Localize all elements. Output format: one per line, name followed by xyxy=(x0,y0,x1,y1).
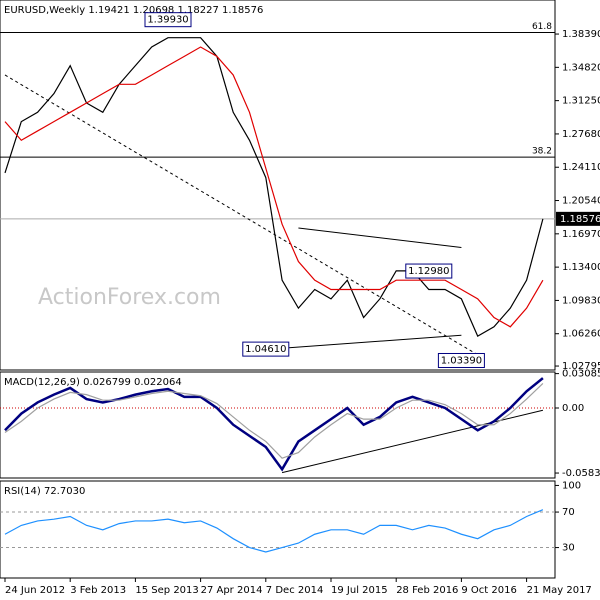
price-panel xyxy=(0,0,556,371)
rsi-panel xyxy=(0,480,556,579)
y-tick-label: 1.06260 xyxy=(562,329,600,340)
y-tick-label: 1.20540 xyxy=(562,196,600,207)
y-tick-label: 70 xyxy=(562,507,575,518)
level-label: 61.8 xyxy=(532,22,552,32)
trendline xyxy=(281,409,544,474)
y-tick-label: 0.00 xyxy=(562,403,584,414)
trendline xyxy=(298,227,462,249)
callout-label: 1.03390 xyxy=(441,355,482,366)
y-tick-label: 1.09830 xyxy=(562,295,600,306)
x-tick-label: 3 Feb 2013 xyxy=(70,585,126,596)
y-tick-label: 1.34820 xyxy=(562,62,600,73)
y-tick-label: 1.24110 xyxy=(562,162,600,173)
series-line xyxy=(4,37,544,337)
x-tick-label: 27 Apr 2014 xyxy=(201,585,263,596)
y-tick-label: 1.13400 xyxy=(562,262,600,273)
y-tick-label: 1.16970 xyxy=(562,229,600,240)
callout-box xyxy=(405,263,453,279)
x-tick-label: 19 Jul 2015 xyxy=(331,585,388,596)
callout-box xyxy=(242,341,290,357)
panel-title: MACD(12,26,9) 0.026799 0.022064 xyxy=(4,377,182,388)
trendline xyxy=(4,74,478,356)
x-tick-label: 15 Sep 2013 xyxy=(135,585,198,596)
y-tick-label: 1.31250 xyxy=(562,96,600,107)
series-line xyxy=(4,46,544,328)
y-tick-label: 0.030854 xyxy=(562,369,600,380)
y-tick-label: -0.058348 xyxy=(562,468,600,479)
x-tick-label: 24 Jun 2012 xyxy=(5,585,65,596)
x-tick-label: 7 Dec 2014 xyxy=(266,585,324,596)
y-tick-label: 1.27680 xyxy=(562,129,600,140)
y-tick-label: 1.38390 xyxy=(562,29,600,40)
callout-label: 1.04610 xyxy=(245,344,286,355)
x-tick-label: 28 Feb 2016 xyxy=(396,585,458,596)
series-line xyxy=(4,382,544,459)
y-tick-label: 30 xyxy=(562,543,575,554)
level-label: 38.2 xyxy=(532,147,552,157)
series-line xyxy=(4,377,544,472)
panel-title: EURUSD,Weekly 1.19421 1.20698 1.18227 1.… xyxy=(4,5,263,16)
last-price-box xyxy=(556,211,600,226)
callout-label: 1.12980 xyxy=(408,266,449,277)
last-price-label: 1.18576 xyxy=(560,214,600,225)
series-line xyxy=(4,509,544,553)
panel-title: RSI(14) 72.7030 xyxy=(4,486,85,497)
callout-label: 1.39930 xyxy=(147,15,188,26)
y-tick-label: 1.02795 xyxy=(562,361,600,372)
x-tick-label: 9 Oct 2016 xyxy=(461,585,516,596)
trendline xyxy=(282,334,462,349)
callout-box xyxy=(144,12,192,28)
callout-box xyxy=(437,352,485,368)
x-tick-label: 21 May 2017 xyxy=(527,585,592,596)
y-tick-label: 100 xyxy=(562,480,581,491)
watermark: ActionForex.com xyxy=(38,285,221,310)
macd-panel xyxy=(0,371,556,479)
